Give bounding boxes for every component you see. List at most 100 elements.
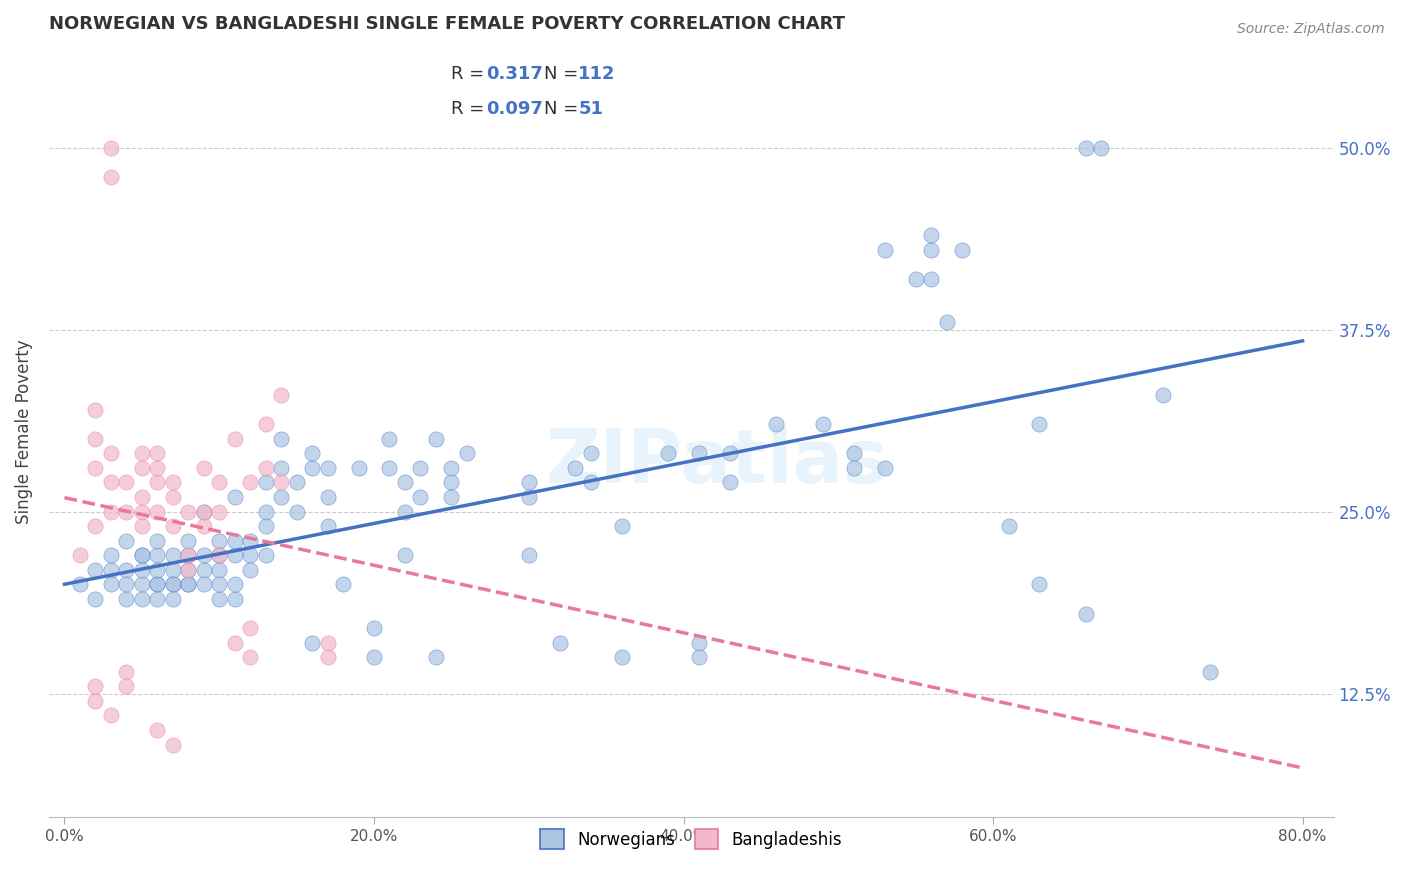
Point — [301, 446, 323, 460]
Point — [935, 315, 957, 329]
Point — [84, 519, 107, 533]
Point — [394, 549, 416, 563]
Point — [270, 388, 292, 402]
Point — [131, 591, 153, 606]
Point — [270, 432, 292, 446]
Point — [1074, 140, 1097, 154]
Point — [131, 461, 153, 475]
Point — [100, 475, 122, 490]
Point — [146, 533, 169, 548]
Point — [842, 461, 865, 475]
Point — [208, 505, 231, 519]
Point — [950, 243, 973, 257]
Point — [316, 650, 339, 665]
Point — [254, 505, 277, 519]
Point — [1198, 665, 1220, 679]
Point — [115, 665, 138, 679]
Point — [193, 563, 215, 577]
Text: N =: N = — [544, 65, 583, 83]
Point — [425, 432, 447, 446]
Point — [224, 549, 246, 563]
Point — [579, 475, 602, 490]
Point — [84, 679, 107, 693]
Point — [657, 446, 679, 460]
Point — [162, 549, 184, 563]
Point — [254, 519, 277, 533]
Point — [316, 519, 339, 533]
Point — [688, 446, 710, 460]
Point — [208, 475, 231, 490]
Point — [394, 505, 416, 519]
Point — [224, 577, 246, 591]
Point — [239, 563, 262, 577]
Point — [84, 591, 107, 606]
Point — [456, 446, 478, 460]
Point — [997, 519, 1019, 533]
Point — [84, 461, 107, 475]
Point — [146, 563, 169, 577]
Point — [84, 563, 107, 577]
Point — [208, 577, 231, 591]
Point — [425, 650, 447, 665]
Point — [131, 490, 153, 504]
Point — [193, 505, 215, 519]
Point — [146, 549, 169, 563]
Point — [239, 621, 262, 635]
Point — [193, 577, 215, 591]
Point — [270, 461, 292, 475]
Point — [811, 417, 834, 432]
Point — [193, 505, 215, 519]
Point — [409, 490, 432, 504]
Point — [517, 490, 540, 504]
Point — [440, 490, 463, 504]
Text: R =: R = — [451, 65, 491, 83]
Point — [378, 432, 401, 446]
Legend: Norwegians, Bangladeshis: Norwegians, Bangladeshis — [534, 822, 849, 855]
Point — [579, 446, 602, 460]
Point — [69, 577, 91, 591]
Point — [146, 723, 169, 737]
Text: ZIPatlas: ZIPatlas — [546, 425, 889, 499]
Point — [873, 461, 896, 475]
Point — [688, 635, 710, 649]
Point — [301, 635, 323, 649]
Point — [409, 461, 432, 475]
Point — [301, 461, 323, 475]
Point — [239, 549, 262, 563]
Point — [239, 475, 262, 490]
Point — [610, 519, 633, 533]
Point — [100, 577, 122, 591]
Point — [162, 577, 184, 591]
Point — [177, 549, 200, 563]
Point — [131, 577, 153, 591]
Point — [115, 577, 138, 591]
Text: 0.097: 0.097 — [485, 100, 543, 118]
Point — [718, 475, 741, 490]
Point — [208, 549, 231, 563]
Point — [115, 533, 138, 548]
Point — [517, 475, 540, 490]
Y-axis label: Single Female Poverty: Single Female Poverty — [15, 339, 32, 524]
Point — [688, 650, 710, 665]
Point — [873, 243, 896, 257]
Point — [920, 227, 942, 242]
Text: N =: N = — [544, 100, 583, 118]
Point — [224, 635, 246, 649]
Point — [131, 549, 153, 563]
Point — [131, 505, 153, 519]
Point — [239, 533, 262, 548]
Point — [765, 417, 787, 432]
Point — [84, 432, 107, 446]
Point — [208, 533, 231, 548]
Point — [1074, 607, 1097, 621]
Point — [270, 475, 292, 490]
Point — [548, 635, 571, 649]
Point — [270, 490, 292, 504]
Point — [842, 446, 865, 460]
Point — [100, 446, 122, 460]
Point — [440, 475, 463, 490]
Point — [115, 591, 138, 606]
Point — [162, 563, 184, 577]
Point — [177, 577, 200, 591]
Point — [224, 533, 246, 548]
